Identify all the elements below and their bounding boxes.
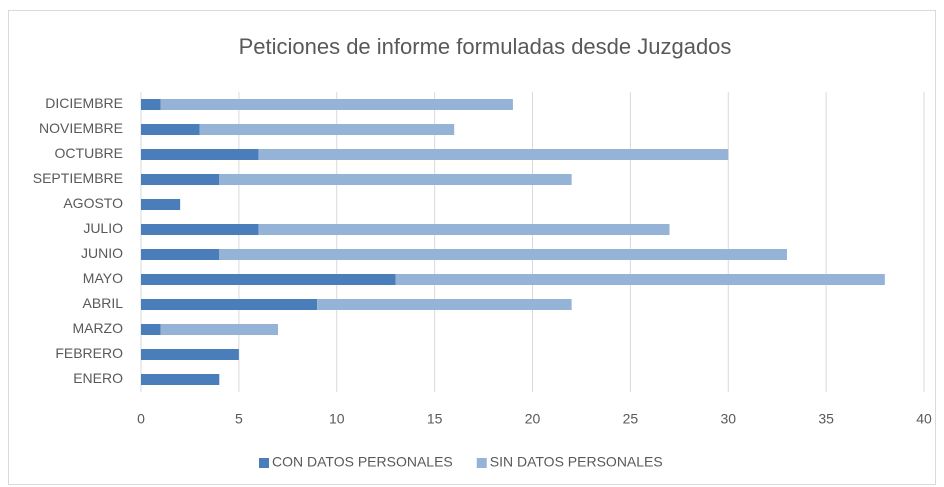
y-tick-label: JUNIO	[81, 245, 123, 261]
bar	[141, 374, 220, 385]
bar	[258, 224, 670, 235]
legend-swatch	[259, 458, 269, 468]
bar	[141, 324, 161, 335]
legend-label: CON DATOS PERSONALES	[272, 454, 453, 470]
bar	[199, 124, 455, 135]
y-tick-label: OCTUBRE	[55, 145, 123, 161]
bar	[141, 224, 259, 235]
x-tick-label: 30	[720, 411, 736, 427]
legend-label: SIN DATOS PERSONALES	[490, 454, 663, 470]
bar	[141, 349, 239, 360]
x-tick-label: 20	[525, 411, 541, 427]
x-tick-label: 5	[235, 411, 243, 427]
bar	[141, 149, 259, 160]
bar	[141, 124, 200, 135]
y-tick-label: DICIEMBRE	[45, 95, 123, 111]
y-tick-label: ABRIL	[83, 295, 124, 311]
chart-title: Peticiones de informe formuladas desde J…	[239, 34, 732, 59]
x-tick-label: 40	[916, 411, 932, 427]
bar	[395, 274, 885, 285]
y-tick-label: FEBRERO	[55, 345, 123, 361]
y-tick-label: NOVIEMBRE	[39, 120, 123, 136]
y-tick-label: MAYO	[83, 270, 123, 286]
x-tick-label: 0	[137, 411, 145, 427]
x-tick-label: 15	[427, 411, 443, 427]
y-tick-label: AGOSTO	[63, 195, 123, 211]
y-tick-label: JULIO	[83, 220, 123, 236]
bar	[317, 299, 572, 310]
x-tick-label: 25	[623, 411, 639, 427]
x-tick-label: 10	[329, 411, 345, 427]
bar	[219, 174, 572, 185]
x-tick-label: 35	[818, 411, 834, 427]
bar	[160, 324, 279, 335]
legend-swatch	[476, 458, 487, 468]
bar	[160, 99, 513, 110]
bar	[141, 99, 161, 110]
bar	[219, 249, 787, 260]
y-tick-label: MARZO	[72, 320, 123, 336]
chart-frame	[8, 10, 936, 485]
bar	[258, 149, 729, 160]
y-tick-label: ENERO	[73, 370, 123, 386]
bar	[141, 299, 318, 310]
bar	[141, 274, 396, 285]
bar	[141, 174, 220, 185]
bar	[141, 199, 181, 210]
bar	[141, 249, 220, 260]
y-tick-label: SEPTIEMBRE	[33, 170, 123, 186]
